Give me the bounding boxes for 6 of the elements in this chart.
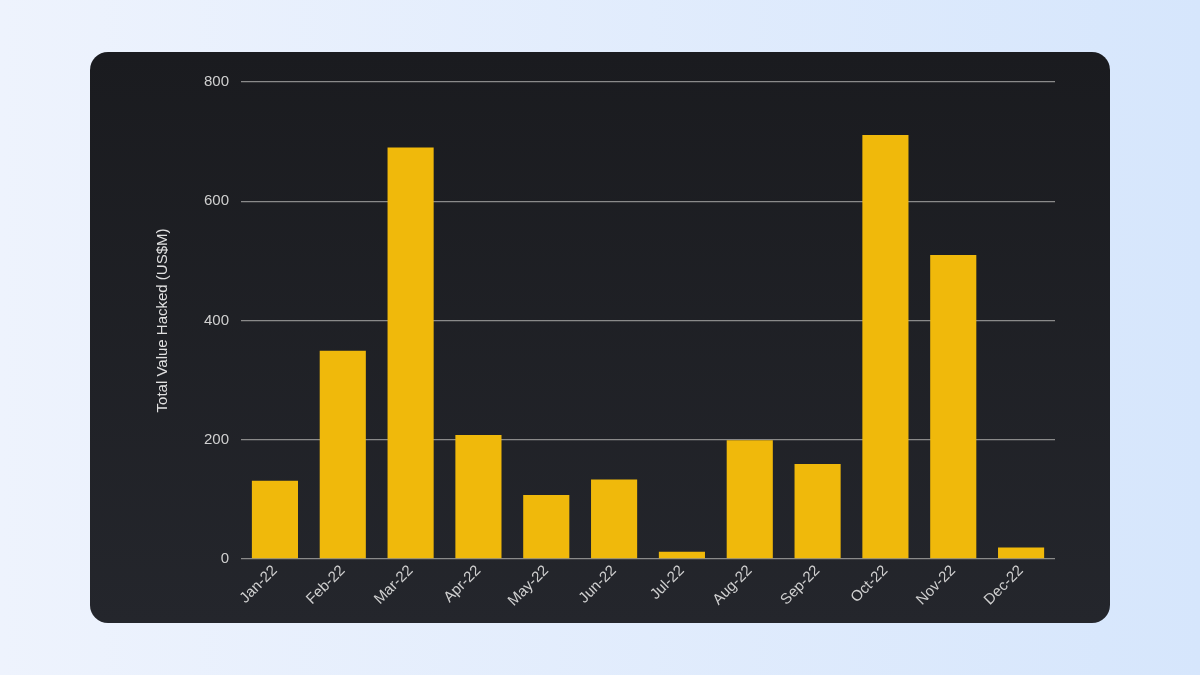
- y-tick-label: 0: [220, 549, 230, 567]
- y-axis-title: Total Value Hacked (US$M): [153, 228, 171, 413]
- y-tick-label: 200: [204, 429, 230, 447]
- y-tick-label: 800: [204, 72, 230, 90]
- y-tick-label: 600: [204, 191, 230, 209]
- y-tick-label: 400: [204, 310, 230, 328]
